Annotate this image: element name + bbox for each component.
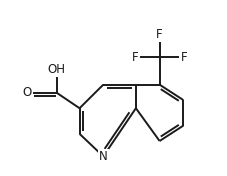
Text: N: N — [99, 150, 107, 163]
Text: F: F — [131, 51, 138, 64]
Text: OH: OH — [48, 63, 66, 76]
Text: F: F — [155, 28, 162, 41]
Text: O: O — [22, 86, 31, 99]
Text: F: F — [180, 51, 186, 64]
